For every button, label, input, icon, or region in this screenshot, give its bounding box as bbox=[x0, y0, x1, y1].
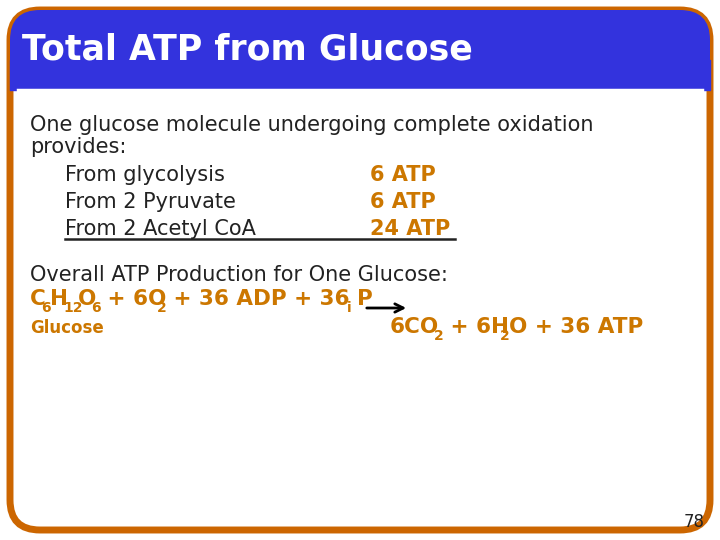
Text: 6 ATP: 6 ATP bbox=[370, 165, 436, 185]
Text: Total ATP from Glucose: Total ATP from Glucose bbox=[22, 33, 473, 67]
Text: From 2 Pyruvate: From 2 Pyruvate bbox=[65, 192, 236, 212]
Text: 6 ATP: 6 ATP bbox=[370, 192, 436, 212]
Text: provides:: provides: bbox=[30, 137, 127, 157]
Text: 6: 6 bbox=[91, 301, 101, 315]
Text: 2: 2 bbox=[500, 329, 510, 343]
Text: H: H bbox=[50, 289, 68, 309]
FancyBboxPatch shape bbox=[10, 10, 710, 530]
Text: + 6H: + 6H bbox=[443, 317, 509, 337]
Text: From glycolysis: From glycolysis bbox=[65, 165, 225, 185]
Text: Overall ATP Production for One Glucose:: Overall ATP Production for One Glucose: bbox=[30, 265, 448, 285]
Text: + 36 ADP + 36 P: + 36 ADP + 36 P bbox=[166, 289, 373, 309]
FancyBboxPatch shape bbox=[10, 10, 710, 90]
Text: From 2 Acetyl CoA: From 2 Acetyl CoA bbox=[65, 219, 256, 239]
Text: One glucose molecule undergoing complete oxidation: One glucose molecule undergoing complete… bbox=[30, 115, 593, 135]
Text: C: C bbox=[30, 289, 46, 309]
Text: 12: 12 bbox=[63, 301, 83, 315]
Text: 2: 2 bbox=[434, 329, 444, 343]
Text: Glucose: Glucose bbox=[30, 319, 104, 337]
Text: O + 36 ATP: O + 36 ATP bbox=[509, 317, 643, 337]
Text: 6: 6 bbox=[41, 301, 50, 315]
Text: 78: 78 bbox=[684, 513, 705, 531]
Text: 6CO: 6CO bbox=[390, 317, 439, 337]
Text: 24 ATP: 24 ATP bbox=[370, 219, 450, 239]
Text: i: i bbox=[347, 301, 351, 315]
Text: O: O bbox=[78, 289, 96, 309]
Text: 2: 2 bbox=[157, 301, 167, 315]
Text: + 6O: + 6O bbox=[100, 289, 166, 309]
